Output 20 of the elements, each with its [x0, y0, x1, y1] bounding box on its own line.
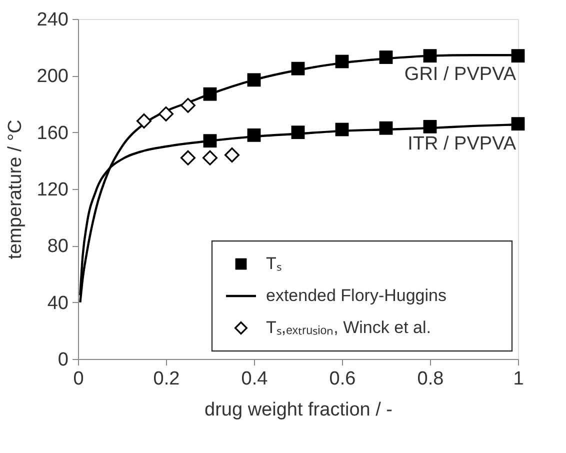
y-tick-label: 40	[47, 292, 68, 314]
x-tick-label: 0.8	[417, 368, 444, 390]
y-tick-label: 120	[36, 180, 68, 200]
y-tick-label: 200	[36, 66, 68, 88]
x-tick-label: 0	[73, 368, 84, 390]
y-tick-label: 160	[36, 122, 68, 144]
y-tick-label: 240	[36, 10, 68, 30]
annotation: ITR / PVPVA	[408, 134, 516, 155]
y-axis-title: temperature / °C	[4, 120, 26, 260]
y-tick-label: 80	[47, 236, 68, 258]
x-tick-label: 0.4	[241, 368, 268, 390]
legend-label: Tₛ,ₑₓₜᵣᵤₛᵢₒₙ, Winck et al.	[266, 318, 431, 337]
x-tick-label: 1	[513, 368, 524, 390]
x-tick-label: 0.6	[329, 368, 356, 390]
y-tick-label: 0	[58, 350, 68, 370]
annotation: GRI / PVPVA	[404, 64, 516, 86]
legend-label: Tₛ	[266, 254, 282, 273]
legend-label: extended Flory-Huggins	[266, 286, 446, 305]
x-axis-title: drug weight fraction / -	[204, 400, 392, 420]
x-tick-label: 0.2	[153, 368, 180, 390]
